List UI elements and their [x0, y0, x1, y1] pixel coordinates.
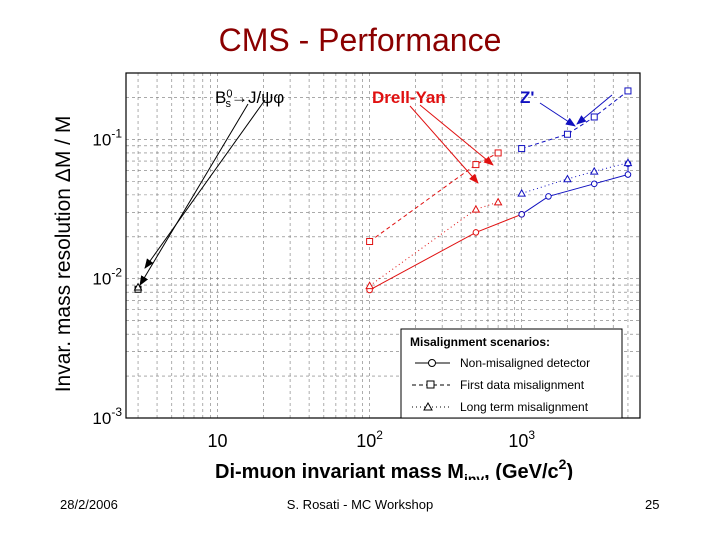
data-point-circle — [624, 171, 632, 178]
x-tick-label: 10 — [208, 431, 228, 451]
data-point-circle — [472, 229, 480, 236]
data-point-triangle — [563, 174, 572, 183]
legend-title: Misalignment scenarios: — [410, 335, 550, 349]
annotation-bs-label: B0 s→J/ψφ — [215, 88, 284, 110]
y-tick-label: 10-1 — [92, 126, 122, 149]
annotation-arrows — [139, 94, 613, 286]
x-axis-label-main: Di-muon invariant mass M — [215, 461, 464, 480]
connector-line — [521, 90, 629, 150]
y-tick-exp: -2 — [111, 266, 122, 280]
data-point-triangle — [133, 282, 143, 291]
chart: B0 s→J/ψφ Drell-Yan Z' Misalignment scena… — [52, 72, 641, 480]
slide-title: CMS - Performance — [218, 22, 502, 58]
x-tick-base: 10 — [208, 431, 228, 451]
legend: Misalignment scenarios: Non-misaligned d… — [400, 328, 623, 419]
annotation-zprime-label: Z' — [520, 88, 534, 107]
x-tick-base: 10 — [356, 431, 376, 451]
footer-center: S. Rosati - MC Workshop — [286, 497, 434, 512]
data-point-triangle — [365, 281, 374, 290]
x-axis-label: Di-muon invariant mass Minv, (GeV/c2) — [215, 456, 573, 480]
data-point-square — [494, 149, 502, 157]
data-point-circle — [590, 180, 598, 188]
drellyan-arrow-1 — [419, 104, 494, 166]
plot-frame — [125, 72, 641, 419]
data-point-square — [563, 130, 571, 138]
y-axis-label: Invar. mass resolution ΔM / M — [52, 116, 75, 393]
x-tick-exp: 2 — [376, 428, 383, 442]
data-point-circle — [545, 193, 552, 200]
footer-date: 28/2/2006 — [60, 497, 118, 512]
footer-page-number: 25 — [645, 497, 660, 512]
legend-box — [400, 328, 623, 419]
x-axis-label-sup: 2 — [559, 456, 567, 472]
legend-entry-0: Non-misaligned detector — [460, 356, 590, 370]
y-tick-exp: -1 — [111, 126, 122, 140]
annotation-bs-text: →J/ψφ — [231, 88, 284, 107]
y-tick-label: 10-2 — [92, 266, 122, 289]
grid — [126, 73, 640, 418]
data-point-square — [624, 87, 632, 95]
x-tick-exp: 3 — [528, 428, 535, 442]
y-tick-base: 10 — [92, 270, 111, 289]
x-tick-label: 102 — [356, 428, 383, 451]
data-point-square — [366, 238, 374, 246]
x-axis-label-unit: , (GeV/c — [484, 461, 558, 480]
y-tick-base: 10 — [92, 409, 111, 428]
series-connectors — [369, 90, 629, 291]
data-point-square — [590, 113, 598, 121]
legend-entry-1: First data misalignment — [460, 378, 585, 392]
bs-arrow-2 — [139, 103, 249, 286]
data-point-triangle — [589, 166, 599, 175]
x-axis-label-sub: inv — [464, 471, 484, 480]
data-point-triangle — [623, 158, 633, 167]
y-tick-base: 10 — [92, 130, 111, 149]
data-point-triangle — [493, 197, 503, 206]
legend-entry-2: Long term misalignment — [460, 400, 589, 414]
y-tick-label: 10-3 — [92, 405, 122, 428]
legend-marker-square — [426, 380, 435, 389]
data-point-triangle — [471, 204, 481, 213]
y-tick-exp: -3 — [111, 405, 122, 419]
legend-marker-triangle — [423, 401, 433, 411]
legend-marker-circle — [428, 359, 436, 367]
zprime-arrow-1 — [539, 102, 576, 127]
x-tick-base: 10 — [508, 431, 528, 451]
zprime-arrow-2 — [576, 94, 613, 125]
data-point-square — [518, 145, 526, 153]
data-point-triangle — [517, 188, 527, 197]
annotation-drellyan-label: Drell-Yan — [372, 88, 446, 107]
connector-line — [369, 201, 499, 287]
bs-arrow-1 — [144, 99, 266, 269]
series-markers — [133, 87, 633, 294]
data-point-circle — [518, 211, 525, 218]
connector-line — [521, 163, 629, 215]
x-tick-label: 103 — [508, 428, 535, 451]
x-axis-label-close: ) — [566, 461, 573, 480]
drellyan-arrow-2 — [409, 105, 479, 184]
data-point-square — [472, 161, 480, 169]
